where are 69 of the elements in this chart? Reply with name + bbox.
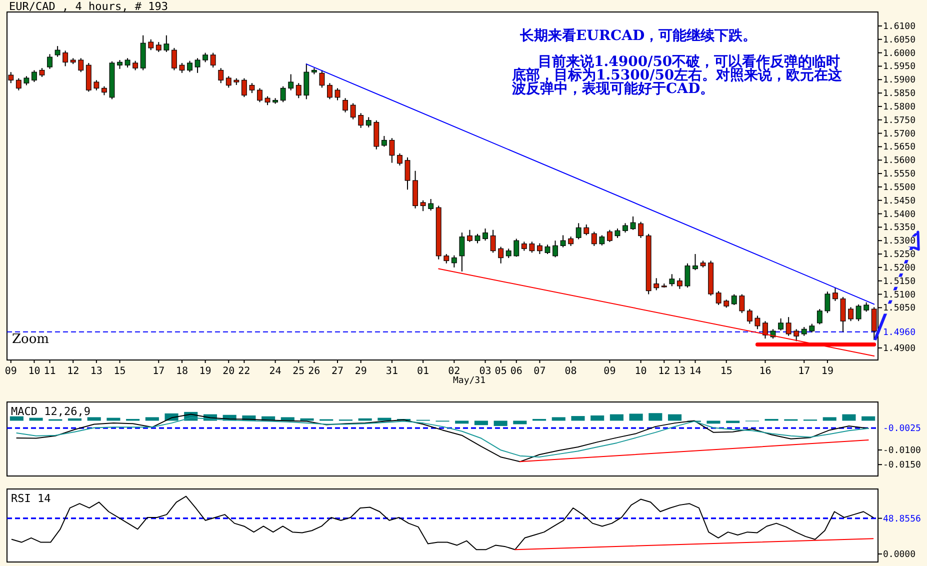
y-tick-label: 1.5400	[883, 210, 916, 220]
y-tick-label: 1.5250	[883, 250, 916, 260]
y-tick-label: 1.5700	[883, 129, 916, 140]
x-tick-label: 12	[67, 366, 80, 377]
y-tick-label: 1.5800	[883, 102, 916, 112]
x-tick-label: 16	[759, 366, 772, 377]
x-tick-label: 06	[510, 366, 522, 377]
annotation: Zoom	[12, 332, 50, 347]
y-tick-label: 1.5350	[883, 223, 916, 234]
ref-line-label: 1.4960	[883, 328, 916, 338]
x-tick-label: 15	[114, 366, 126, 377]
y-tick-label: 1.6050	[883, 35, 916, 46]
y-tick-label: 1.5900	[883, 76, 916, 86]
y-tick-label: 1.5500	[883, 182, 916, 193]
x-tick-label: 02	[448, 366, 460, 377]
x-tick-label: 20	[222, 366, 235, 377]
y-tick-label: 1.5450	[883, 196, 916, 206]
x-tick-label: 17	[152, 366, 165, 377]
ref-line-label: -0.0025	[883, 424, 921, 434]
y-tick-label: 1.4900	[883, 344, 916, 354]
y-tick-label: 1.5150	[883, 276, 916, 287]
annotation: 长期来看EURCAD，可能继续下跌。	[519, 27, 757, 44]
y-tick-label: -0.0150	[883, 460, 921, 471]
x-tick-label: 31	[386, 366, 398, 377]
chart-title: MACD 12,26,9	[11, 405, 90, 418]
x-tick-label: 09	[604, 366, 616, 377]
chart-title: EUR/CAD , 4 hours, # 193	[9, 0, 168, 13]
x-tick-label: 03	[479, 366, 492, 377]
x-tick-label: 11	[44, 366, 56, 377]
y-tick-label: 1.5600	[883, 156, 916, 166]
y-tick-label: -0.0100	[883, 446, 921, 456]
annotation: 目前来说1.4900/50不破，可以看作反弹的临时底部，目标为1.5300/50左右。对照来说，欧元在这波反弹中，表现可能好于CAD。	[511, 53, 842, 97]
x-tick-label: 17	[798, 366, 810, 377]
y-tick-label: 1.5650	[883, 142, 916, 153]
y-tick-label: 1.5200	[883, 263, 916, 274]
y-tick-label: 48.8556	[883, 514, 921, 524]
x-tick-label: 29	[354, 366, 367, 377]
y-tick-label: 1.5050	[883, 304, 916, 314]
x-tick-label: 26	[308, 366, 320, 377]
x-tick-label: 13	[90, 366, 102, 377]
x-tick-label: 07	[534, 366, 546, 377]
x-tick-label: 22	[238, 366, 250, 377]
y-tick-label: 1.5750	[883, 116, 916, 126]
x-tick-label: 19	[821, 366, 834, 377]
y-tick-label: 1.5100	[883, 290, 916, 300]
x-tick-label: 08	[564, 366, 577, 377]
x-tick-label: 18	[176, 366, 188, 377]
x-tick-label: 01	[417, 366, 430, 377]
x-tick-label: 19	[199, 366, 212, 377]
x-tick-label: 14	[689, 366, 702, 377]
y-tick-label: 1.5550	[883, 170, 916, 180]
x-tick-label: 09	[4, 366, 17, 377]
y-tick-label: 1.6100	[883, 22, 916, 32]
y-tick-label: 1.5950	[883, 62, 916, 72]
x-tick-label: 12	[658, 366, 670, 377]
x-tick-label: 05	[494, 366, 507, 377]
x-tick-label: 10	[634, 366, 647, 377]
x-tick-label: 13	[674, 366, 686, 377]
x-tick-label: 24	[269, 366, 282, 377]
y-tick-label: 1.5300	[883, 236, 916, 247]
y-tick-label: 1.5850	[883, 89, 916, 100]
x-tick-label: 15	[720, 366, 732, 377]
text: May/31	[453, 376, 486, 386]
x-tick-label: 27	[331, 366, 344, 377]
chart-title: RSI 14	[11, 492, 52, 505]
y-tick-label: 1.6000	[883, 48, 916, 59]
x-tick-label: 25	[292, 366, 305, 377]
x-tick-label: 10	[28, 366, 40, 377]
y-tick-label: 0.0000	[883, 550, 916, 560]
